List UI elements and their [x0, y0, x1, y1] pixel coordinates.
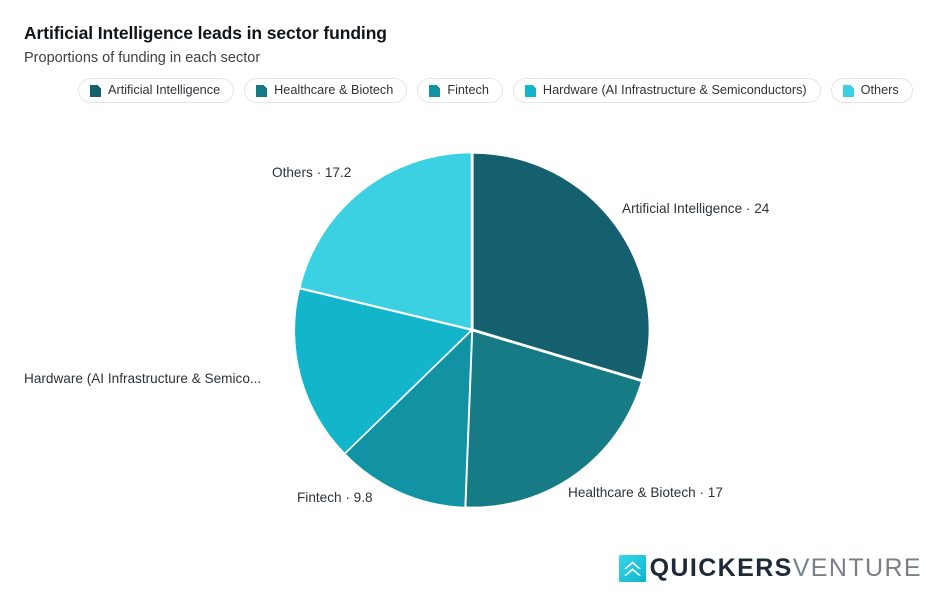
- legend-item-hardware[interactable]: Hardware (AI Infrastructure & Semiconduc…: [512, 78, 821, 103]
- legend-item-label: Healthcare & Biotech: [274, 83, 394, 98]
- logo-name-strong: QUICKERS: [649, 554, 793, 582]
- double-chevron-up-icon: [618, 555, 646, 582]
- legend-item-others[interactable]: Others: [830, 78, 913, 103]
- pie-slice[interactable]: [466, 331, 641, 507]
- logo-wordmark: QUICKERS VENTURE: [650, 556, 922, 581]
- flag-icon: [524, 84, 536, 97]
- pie-slice[interactable]: [300, 153, 471, 329]
- flag-icon: [256, 84, 268, 97]
- chart-subtitle: Proportions of funding in each sector: [24, 49, 261, 66]
- legend-item-label: Hardware (AI Infrastructure & Semiconduc…: [542, 83, 807, 98]
- brand-logo: QUICKERS VENTURE: [618, 555, 922, 582]
- chart-legend: Artificial Intelligence Healthcare & Bio…: [78, 78, 913, 103]
- legend-item-healthcare-biotech[interactable]: Healthcare & Biotech: [244, 78, 408, 103]
- pie-slice[interactable]: [345, 331, 472, 507]
- pie-label-hardware: Hardware (AI Infrastructure & Semico...: [24, 371, 262, 386]
- legend-item-label: Others: [860, 83, 899, 98]
- pie-label-others: Others · 17.2: [272, 165, 352, 180]
- pie-label-fintech: Fintech · 9.8: [297, 490, 373, 505]
- flag-icon: [429, 84, 441, 97]
- pie-slice[interactable]: [295, 289, 471, 453]
- legend-item-label: Artificial Intelligence: [108, 83, 221, 98]
- legend-item-label: Fintech: [447, 83, 489, 98]
- pie-label-artificial-intelligence: Artificial Intelligence · 24: [622, 201, 770, 216]
- logo-name-light: VENTURE: [792, 554, 922, 582]
- pie-slice-group: [295, 153, 649, 507]
- flag-icon: [842, 84, 854, 97]
- legend-item-fintech[interactable]: Fintech: [417, 78, 503, 103]
- chart-header: Artificial Intelligence leads in sector …: [24, 22, 904, 68]
- flag-icon: [90, 84, 101, 97]
- legend-item-artificial-intelligence[interactable]: Artificial Intelligence: [78, 78, 235, 103]
- page-title: Artificial Intelligence leads in sector …: [24, 23, 387, 43]
- pie-slice[interactable]: [473, 153, 649, 379]
- pie-label-healthcare-biotech: Healthcare & Biotech · 17: [568, 485, 723, 500]
